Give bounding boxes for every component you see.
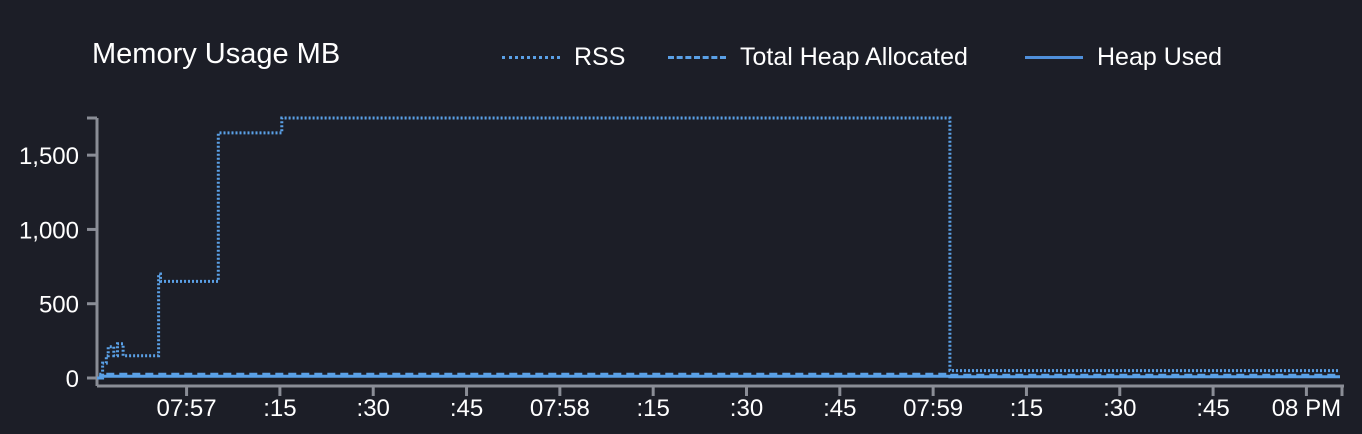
- x-tick-label: 08 PM: [1272, 395, 1341, 422]
- y-tick-label: 1,000: [19, 217, 79, 244]
- legend-item-rss[interactable]: RSS: [502, 40, 625, 74]
- total-heap-line-swatch-icon: [668, 55, 726, 59]
- x-tick-label: :15: [263, 395, 296, 422]
- x-tick-label: 07:58: [530, 395, 590, 422]
- x-tick-label: :45: [823, 395, 856, 422]
- series-line-heap-used: [97, 374, 1340, 380]
- x-tick-label: :45: [450, 395, 483, 422]
- x-tick-label: 07:57: [157, 395, 217, 422]
- legend-label-rss: RSS: [574, 42, 626, 71]
- x-tick-label: :15: [636, 395, 669, 422]
- legend-item-total-heap-allocated[interactable]: Total Heap Allocated: [668, 40, 968, 74]
- x-tick-label: :30: [730, 395, 763, 422]
- y-tick-label: 1,500: [19, 143, 79, 170]
- legend-item-heap-used[interactable]: Heap Used: [1025, 40, 1222, 74]
- heap-used-line-swatch-icon: [1025, 55, 1083, 59]
- y-tick-label: 500: [39, 292, 79, 319]
- x-tick-label: :30: [1103, 395, 1136, 422]
- rss-line-swatch-icon: [502, 55, 560, 59]
- legend-label-total-heap-allocated: Total Heap Allocated: [740, 42, 968, 71]
- chart-title: Memory Usage MB: [92, 38, 341, 70]
- x-tick-label: 07:59: [903, 395, 963, 422]
- x-tick-label: :15: [1010, 395, 1043, 422]
- x-tick-label: :30: [357, 395, 390, 422]
- series-line-rss: [97, 116, 1340, 380]
- y-tick-label: 0: [66, 366, 79, 393]
- x-tick-label: :45: [1196, 395, 1229, 422]
- legend-label-heap-used: Heap Used: [1097, 42, 1223, 71]
